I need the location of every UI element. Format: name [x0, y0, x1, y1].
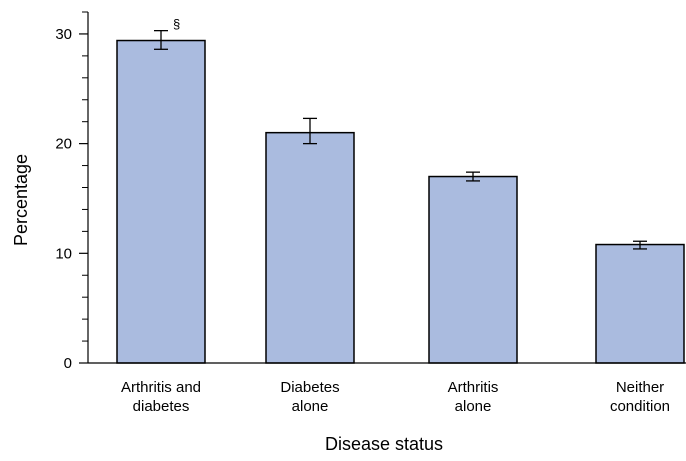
y-tick-label: 30 — [55, 26, 72, 43]
bar — [265, 131, 355, 364]
x-category-label: Neither condition — [610, 379, 670, 415]
y-axis-title: Percentage — [11, 154, 31, 246]
error-bar — [633, 240, 647, 250]
y-axis-major-ticks: 0 10 20 30 — [55, 26, 88, 372]
error-bar — [303, 117, 317, 145]
annotation-section-sign: § — [173, 17, 180, 32]
annotations: § — [173, 17, 180, 32]
bar — [116, 39, 206, 364]
y-tick-label: 20 — [55, 136, 72, 153]
error-bar — [154, 29, 168, 50]
error-bars — [154, 29, 647, 250]
x-axis-title: Disease status — [325, 434, 443, 454]
y-tick-label: 0 — [64, 355, 72, 372]
bars — [116, 39, 685, 364]
error-bar — [466, 171, 480, 182]
bar — [595, 243, 685, 364]
bar — [428, 175, 518, 364]
x-axis-category-labels: Arthritis and diabetes Diabetes alone Arthri… — [121, 379, 670, 415]
y-tick-label: 10 — [55, 245, 72, 262]
y-axis-minor-ticks — [82, 11, 88, 342]
x-category-label: Arthritis and diabetes — [121, 379, 201, 415]
x-category-label: Arthritis alone — [448, 379, 499, 415]
x-category-label: Diabetes alone — [280, 379, 339, 415]
